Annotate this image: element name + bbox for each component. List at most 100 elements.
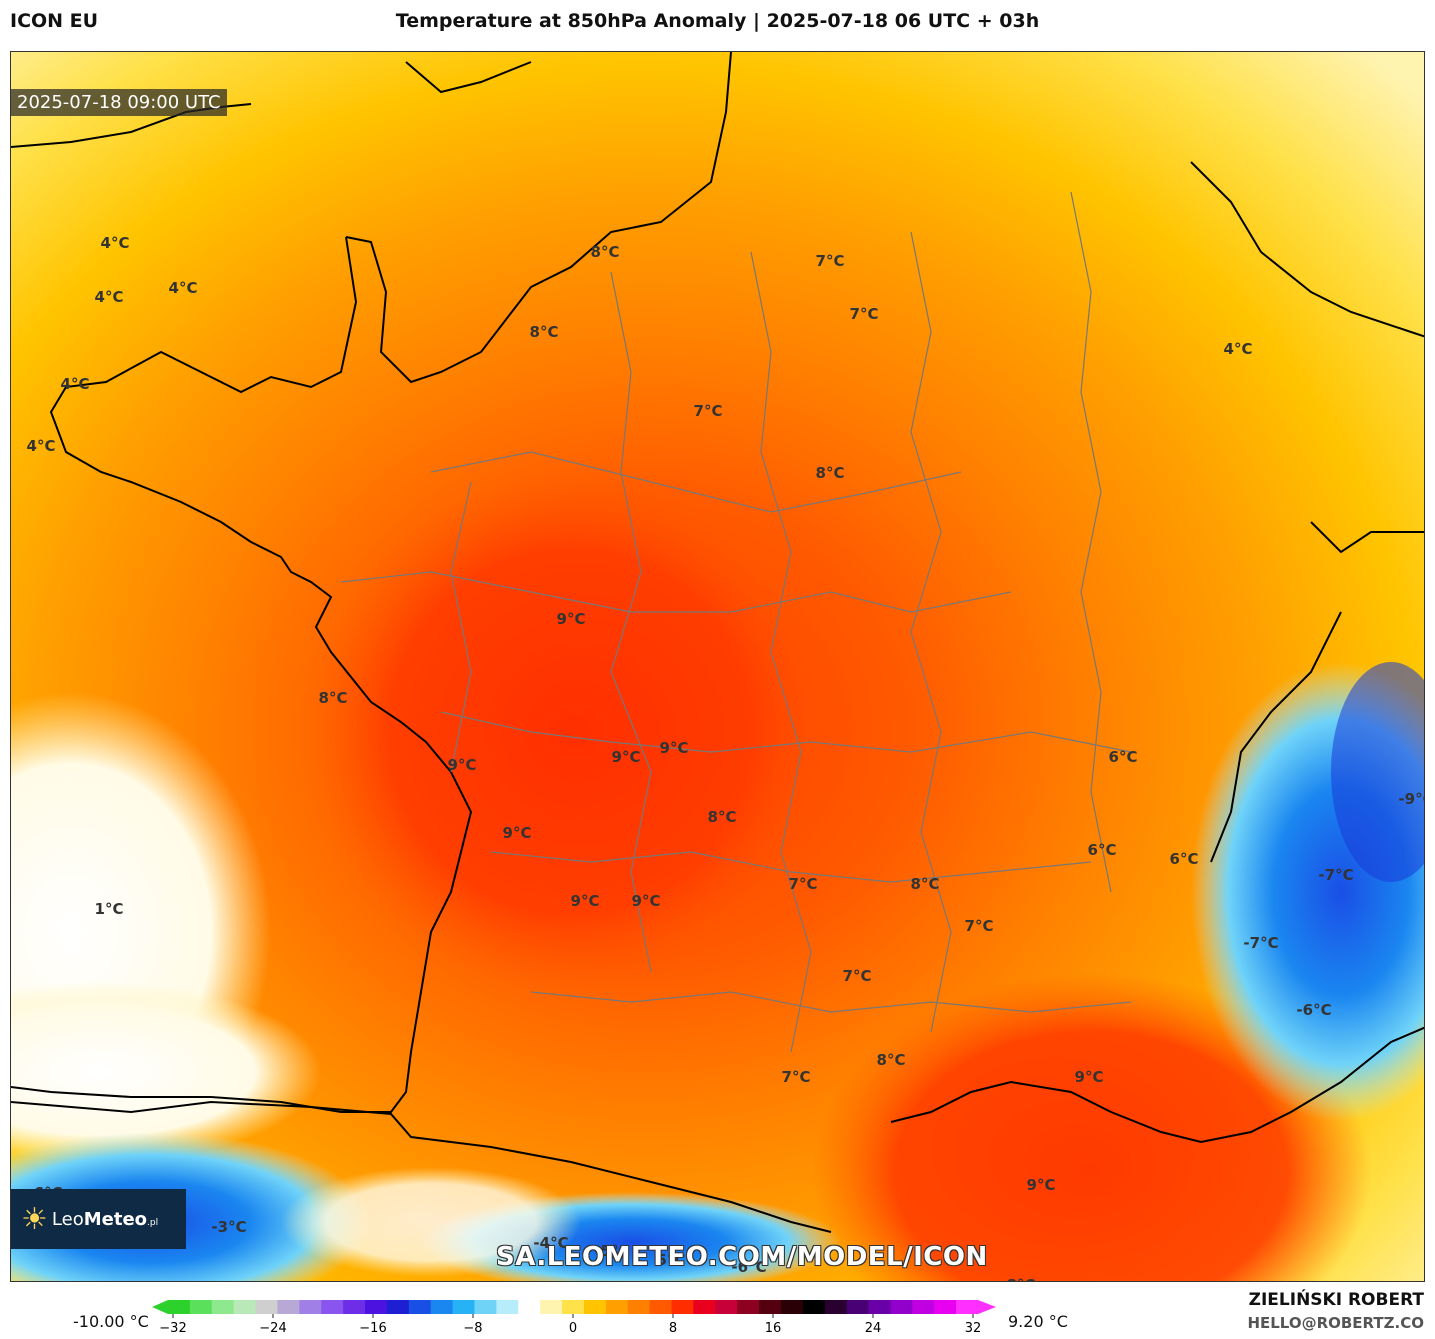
colorbar-swatch xyxy=(540,1300,563,1314)
contour-label: 8°C xyxy=(1007,1276,1036,1281)
contour-label: -6°C xyxy=(731,1258,767,1276)
contour-label: 7°C xyxy=(849,305,879,323)
colorbar-swatch xyxy=(956,1300,979,1314)
colorbar-max-arrow xyxy=(978,1300,996,1314)
contour-label: 9°C xyxy=(502,824,532,842)
colorbar-swatch xyxy=(365,1300,388,1314)
contour-label: 5°C xyxy=(656,1251,686,1269)
contour-label: 4°C xyxy=(94,288,124,306)
contour-label: 9°C xyxy=(556,610,586,628)
colorbar-swatch xyxy=(321,1300,344,1314)
colorbar-swatch xyxy=(934,1300,957,1314)
contour-label: 6°C xyxy=(1087,841,1117,859)
contour-label: 4°C xyxy=(100,234,130,252)
contour-label: 9°C xyxy=(659,739,689,757)
colorbar-swatch xyxy=(693,1300,716,1314)
valid-time-badge: 2025-07-18 09:00 UTC xyxy=(11,89,227,116)
contour-label: -9°C xyxy=(1398,790,1424,808)
colorbar-swatch xyxy=(605,1300,629,1314)
colorbar-swatch xyxy=(737,1300,760,1314)
contour-label: 6°C xyxy=(1108,748,1138,766)
colorbar-swatch xyxy=(233,1300,257,1314)
colorbar-max-label: 9.20 °C xyxy=(1008,1312,1068,1331)
colorbar-tick-label: −24 xyxy=(259,1321,286,1336)
contour-label: 4°C xyxy=(168,279,198,297)
colorbar-swatch xyxy=(408,1300,432,1314)
contour-label: 7°C xyxy=(693,402,723,420)
contour-label: 4°C xyxy=(26,437,56,455)
contour-label: 4°C xyxy=(1223,340,1253,358)
colorbar-swatch xyxy=(715,1300,738,1314)
colorbar-tick-label: 32 xyxy=(965,1321,982,1336)
contour-label: -3°C xyxy=(211,1218,247,1236)
colorbar-tick-label: 16 xyxy=(765,1321,782,1336)
contour-label: -6°C xyxy=(1296,1001,1332,1019)
colorbar-tick-label: 24 xyxy=(865,1321,882,1336)
contour-label: 6°C xyxy=(1169,850,1199,868)
anomaly-map: 4°C 4°C 4°C 4°C 4°C 8°C 8°C 7°C 7°C 7°C 8°C 4°C 9°C 8… xyxy=(10,51,1425,1282)
model-name: ICON EU xyxy=(10,10,99,32)
contour-label: 9°C xyxy=(1074,1068,1104,1086)
contour-label: 9°C xyxy=(570,892,600,910)
colorbar-swatch xyxy=(343,1300,366,1314)
colorbar-swatch xyxy=(496,1300,519,1314)
contour-label: 8°C xyxy=(529,323,559,341)
colorbar-swatch xyxy=(255,1300,278,1314)
contour-label: 4°C xyxy=(60,375,90,393)
contour-label: -4°C xyxy=(533,1234,569,1252)
colorbar-swatch xyxy=(649,1300,673,1314)
contour-label: 8°C xyxy=(318,689,348,707)
leometeo-logo: ☀ LeoMeteo.pl xyxy=(11,1189,186,1249)
colorbar-swatch xyxy=(780,1300,804,1314)
contour-label: 8°C xyxy=(876,1051,906,1069)
contour-label: -7°C xyxy=(1318,866,1354,884)
chart-title: Temperature at 850hPa Anomaly | 2025-07-… xyxy=(395,10,1040,32)
contour-label: 7°C xyxy=(964,917,994,935)
colorbar-tick-label: −32 xyxy=(159,1321,186,1336)
colorbar-swatch xyxy=(189,1300,213,1314)
contour-label: 8°C xyxy=(707,808,737,826)
colorbar-swatch xyxy=(583,1300,607,1314)
colorbar-swatch xyxy=(430,1300,454,1314)
colorbar-tick-label: 8 xyxy=(669,1321,677,1336)
colorbar-swatch xyxy=(299,1300,322,1314)
colorbar-swatch xyxy=(802,1300,826,1314)
contour-label: 1°C xyxy=(94,900,124,918)
contour-label: -7°C xyxy=(1243,934,1279,952)
colorbar-swatch xyxy=(846,1300,870,1314)
contour-label: 8°C xyxy=(590,243,620,261)
author-name: ZIELIŃSKI ROBERT xyxy=(1248,1290,1424,1310)
contour-label: 8°C xyxy=(910,875,940,893)
contour-label: 9°C xyxy=(611,748,641,766)
colorbar-min-arrow xyxy=(152,1300,168,1314)
colorbar-swatch xyxy=(868,1300,891,1314)
contour-label: 7°C xyxy=(815,252,845,270)
contour-label: -5°C xyxy=(594,1242,630,1260)
colorbar-tick-label: −8 xyxy=(463,1321,482,1336)
colorbar-swatch xyxy=(912,1300,935,1314)
contour-label: 9°C xyxy=(631,892,661,910)
contour-label: 9°C xyxy=(1026,1176,1056,1194)
colorbar-tick-label: 0 xyxy=(569,1321,577,1336)
logo-name: LeoMeteo.pl xyxy=(51,1208,159,1230)
colorbar-swatch xyxy=(211,1300,235,1314)
contour-label: 7°C xyxy=(781,1068,811,1086)
colorbar-swatch xyxy=(386,1300,410,1314)
contour-label: 9°C xyxy=(447,756,477,774)
colorbar-swatch xyxy=(518,1300,541,1314)
colorbar-swatch xyxy=(759,1300,782,1314)
watermark-url: SA.LEOMETEO.COM/MODEL/ICON xyxy=(496,1242,988,1272)
colorbar-swatch xyxy=(277,1300,300,1314)
colorbar-swatch xyxy=(452,1300,475,1314)
author-email: HELLO@ROBERTZ.CO xyxy=(1247,1314,1424,1332)
colorbar: −32 −24 −16 −8 0 8 16 24 32 xyxy=(152,1300,996,1336)
colorbar-swatch xyxy=(168,1300,191,1314)
contour-label: 7°C xyxy=(842,967,872,985)
colorbar-min-label: -10.00 °C xyxy=(73,1312,149,1331)
colorbar-swatch xyxy=(671,1300,694,1314)
map-field xyxy=(11,52,1424,1281)
contour-label: 7°C xyxy=(788,875,818,893)
colorbar-swatch xyxy=(890,1300,913,1314)
sun-icon: ☀ xyxy=(21,1201,48,1237)
colorbar-tick-label: −16 xyxy=(359,1321,386,1336)
